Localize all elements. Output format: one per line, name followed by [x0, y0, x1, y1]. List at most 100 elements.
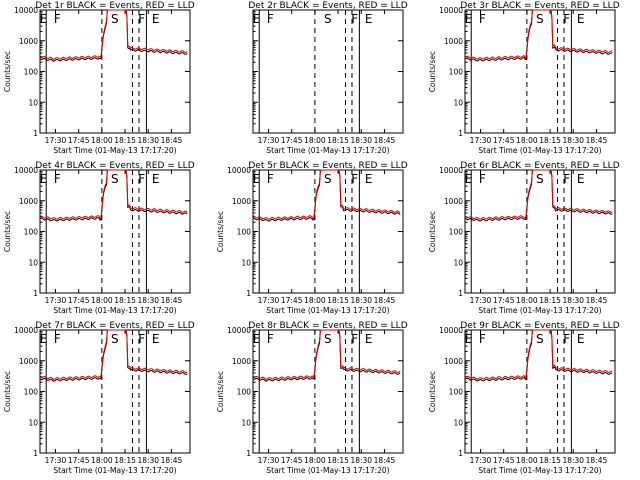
chart-title: Det 4r BLACK = Events, RED = LLD	[35, 161, 194, 171]
flag-letter: E	[465, 332, 473, 346]
flag-letter: S	[324, 332, 332, 346]
x-tick-label: 18:15	[114, 456, 136, 465]
x-axis-label: Start Time (01-May-13 17:17:20)	[478, 306, 601, 315]
flag-letter: F	[54, 12, 61, 26]
y-tick-label: 10000	[227, 166, 251, 175]
chart-title: Det 2r BLACK = Events, RED = LLD	[248, 1, 407, 11]
x-tick-label: 17:30	[45, 296, 67, 305]
x-tick-label: 17:30	[470, 136, 492, 145]
y-tick-label: 10	[453, 258, 463, 267]
y-tick-label: 1	[458, 449, 463, 458]
chart-title: Det 7r BLACK = Events, RED = LLD	[35, 321, 194, 331]
flag-letter: F	[54, 332, 61, 346]
y-tick-label: 100	[449, 228, 464, 237]
plot-frame	[464, 169, 616, 294]
y-tick-label: 1	[33, 289, 38, 298]
flag-letter: F	[138, 12, 145, 26]
series-line-lld	[40, 9, 188, 60]
y-tick-label: 1	[458, 289, 463, 298]
y-tick-label: 1000	[232, 197, 251, 206]
chart-title: Det 1r BLACK = Events, RED = LLD	[35, 1, 194, 11]
flag-letter: F	[267, 172, 274, 186]
flag-letter: E	[577, 12, 585, 26]
x-axis-label: Start Time (01-May-13 17:17:20)	[478, 146, 601, 155]
y-tick-label: 10000	[14, 326, 38, 335]
flag-letter: E	[577, 172, 585, 186]
x-axis-label: Start Time (01-May-13 17:17:20)	[266, 466, 389, 475]
x-tick-label: 18:30	[562, 456, 584, 465]
x-tick-label: 18:15	[327, 456, 349, 465]
x-tick-label: 17:30	[258, 136, 280, 145]
x-tick-label: 18:00	[304, 296, 326, 305]
x-tick-label: 18:15	[114, 136, 136, 145]
x-tick-label: 18:30	[350, 296, 372, 305]
flag-letter: S	[536, 172, 544, 186]
chart-panel: Det 1r BLACK = Events, RED = LLD 17:30 17:…	[3, 1, 195, 155]
x-tick-label: 18:00	[91, 136, 113, 145]
plot-frame	[252, 329, 404, 454]
y-axis-label: Counts/sec	[428, 211, 437, 252]
x-tick-label: 18:30	[137, 456, 159, 465]
y-tick-label: 1000	[19, 357, 38, 366]
x-tick-label: 18:00	[91, 296, 113, 305]
y-axis-label: Counts/sec	[3, 211, 12, 252]
series-line-lld	[253, 169, 401, 220]
y-tick-label: 10000	[439, 326, 463, 335]
y-tick-label: 10	[28, 418, 38, 427]
plot-frame	[252, 169, 404, 294]
chart-panel: Det 3r BLACK = Events, RED = LLD 17:30 17:…	[428, 1, 620, 155]
y-tick-label: 10000	[439, 6, 463, 15]
x-tick-label: 17:45	[281, 456, 303, 465]
flag-letter: E	[253, 172, 261, 186]
x-axis-label: Start Time (01-May-13 17:17:20)	[266, 306, 389, 315]
y-tick-label: 1	[246, 449, 251, 458]
flag-letter: F	[267, 332, 274, 346]
x-axis-label: Start Time (01-May-13 17:17:20)	[478, 466, 601, 475]
chart-panel: Det 7r BLACK = Events, RED = LLD 17:30 17:…	[3, 321, 195, 475]
x-tick-label: 18:45	[586, 456, 608, 465]
y-tick-label: 1000	[444, 197, 463, 206]
flag-letter: F	[54, 172, 61, 186]
x-tick-label: 17:45	[493, 456, 515, 465]
flag-letter: S	[536, 332, 544, 346]
flag-letter: E	[152, 172, 160, 186]
x-tick-label: 18:45	[374, 136, 396, 145]
y-tick-label: 100	[237, 228, 252, 237]
y-tick-label: 10000	[439, 166, 463, 175]
x-tick-label: 18:45	[374, 296, 396, 305]
y-tick-label: 1	[33, 129, 38, 138]
y-axis-label: Counts/sec	[216, 211, 225, 252]
y-tick-label: 1	[246, 289, 251, 298]
x-tick-label: 18:15	[327, 136, 349, 145]
x-tick-label: 18:00	[304, 456, 326, 465]
x-tick-label: 17:30	[258, 456, 280, 465]
x-tick-label: 18:45	[161, 136, 183, 145]
x-tick-label: 17:30	[470, 456, 492, 465]
flag-letter: E	[365, 172, 373, 186]
chart-title: Det 9r BLACK = Events, RED = LLD	[460, 321, 619, 331]
flag-letter: S	[324, 12, 332, 26]
flag-letter: E	[40, 172, 48, 186]
x-tick-label: 18:30	[562, 296, 584, 305]
x-tick-label: 18:15	[114, 296, 136, 305]
x-tick-label: 18:30	[350, 456, 372, 465]
x-tick-label: 18:15	[539, 296, 561, 305]
chart-panel: Det 8r BLACK = Events, RED = LLD 17:30 17:…	[216, 321, 408, 475]
series-line-lld	[40, 169, 188, 220]
series-line-lld	[465, 9, 613, 60]
chart-panel: Det 5r BLACK = Events, RED = LLD 17:30 17:…	[216, 161, 408, 315]
x-tick-label: 17:30	[45, 136, 67, 145]
flag-letter: E	[465, 172, 473, 186]
y-tick-label: 1000	[444, 357, 463, 366]
chart-title: Det 6r BLACK = Events, RED = LLD	[460, 161, 619, 171]
x-tick-label: 17:45	[493, 296, 515, 305]
y-tick-label: 10000	[14, 166, 38, 175]
x-tick-label: 18:45	[161, 296, 183, 305]
series-line-lld	[253, 329, 401, 380]
y-tick-label: 100	[24, 388, 39, 397]
flag-letter: F	[138, 332, 145, 346]
y-tick-label: 10000	[14, 6, 38, 15]
flag-letter: F	[479, 12, 486, 26]
flag-letter: F	[351, 172, 358, 186]
